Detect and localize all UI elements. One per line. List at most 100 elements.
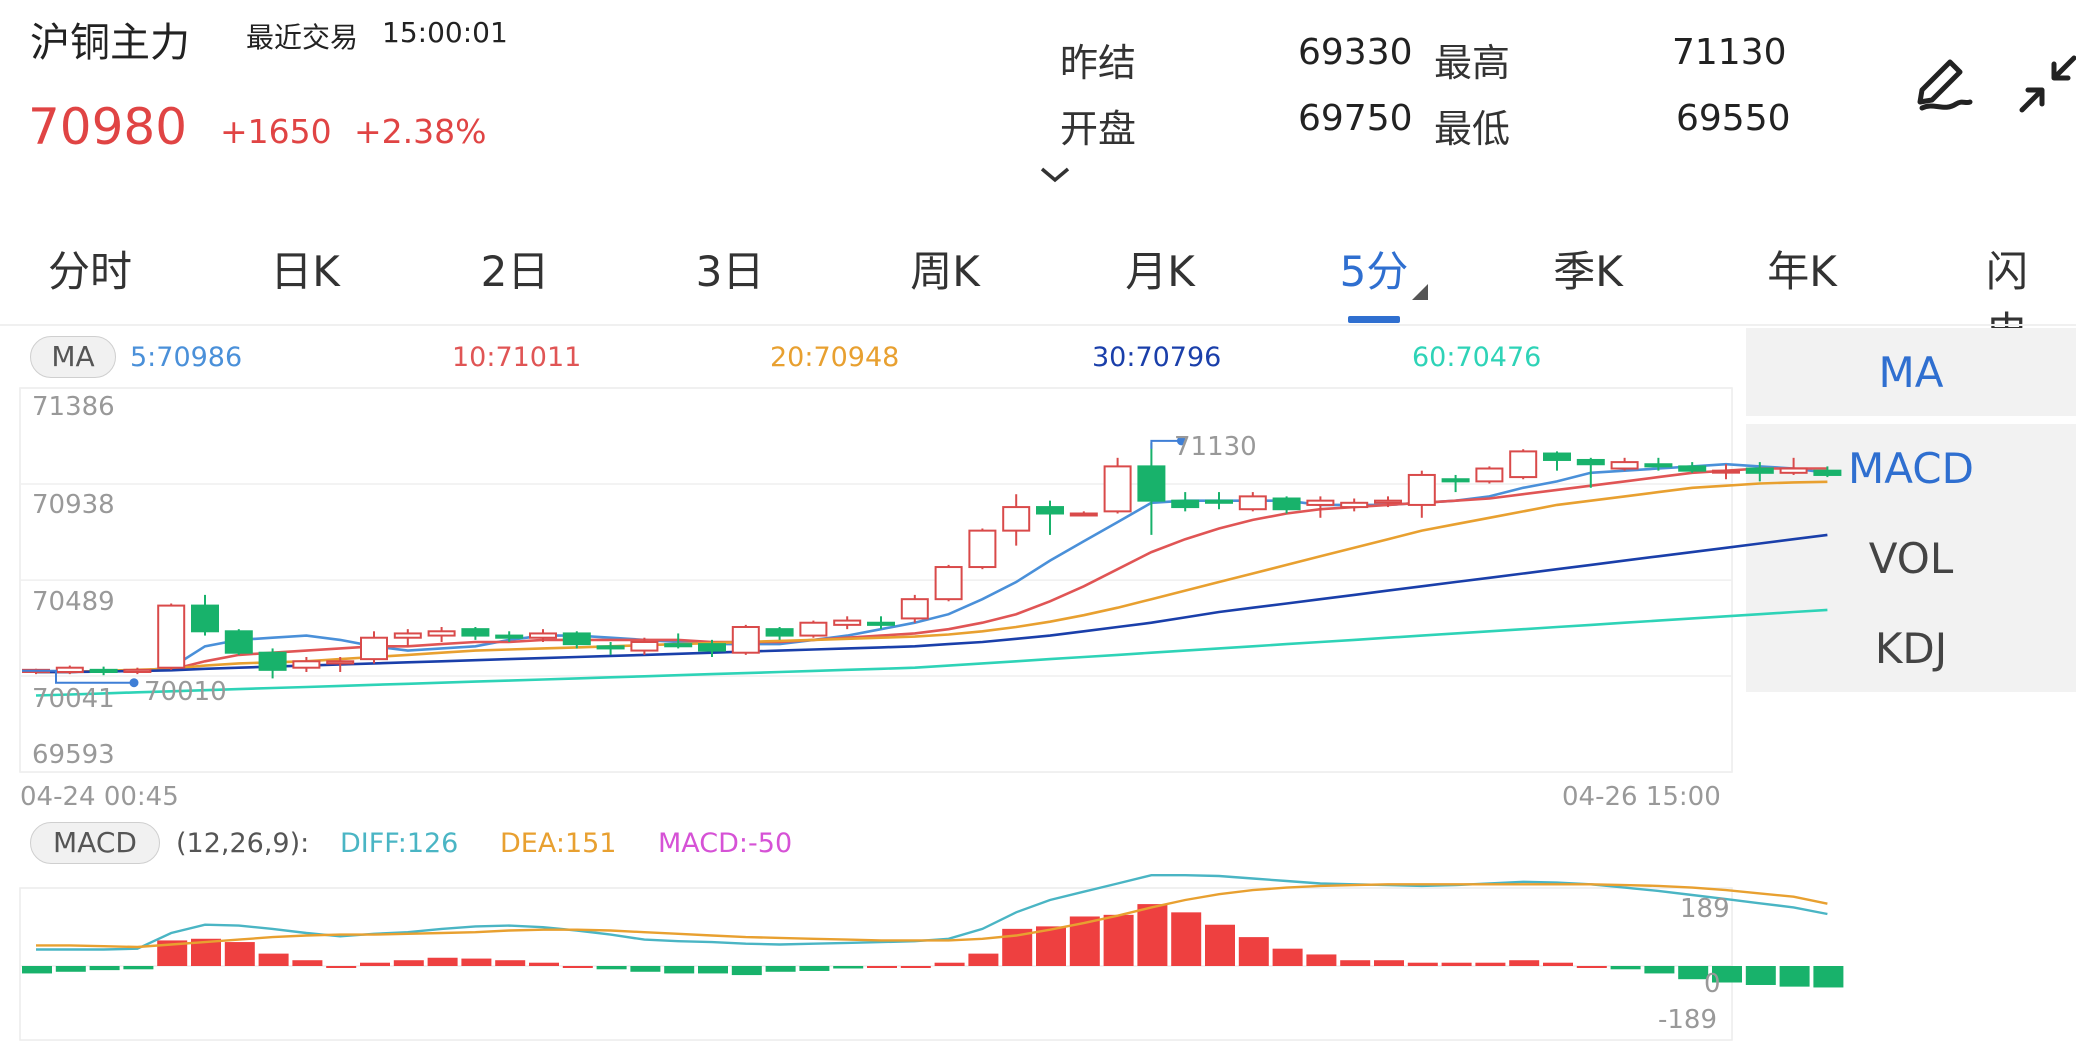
macd-histogram-bar: [1745, 966, 1776, 985]
candle-up: [630, 641, 659, 652]
macd-histogram-bar: [562, 966, 593, 968]
candle-down: [224, 630, 253, 654]
candle-down: [1678, 465, 1707, 472]
tab-2-day[interactable]: 2日: [480, 247, 550, 296]
indicator-vol-button[interactable]: VOL: [1868, 534, 1954, 583]
macd-histogram-bar: [900, 966, 931, 968]
stat-label-prev-settle: 昨结: [1060, 41, 1137, 85]
collapse-icon[interactable]: [2016, 52, 2076, 120]
macd-histogram-bar: [326, 966, 357, 968]
macd-histogram-bar: [1306, 954, 1337, 966]
macd-histogram-bar: [1644, 966, 1675, 974]
candle-up: [1610, 461, 1639, 470]
macd-histogram-bar: [427, 957, 458, 966]
tab-5-min[interactable]: 5分: [1339, 247, 1409, 296]
ma5-value: 5:70986: [130, 342, 243, 373]
candle-up: [326, 660, 355, 665]
candle-up: [1103, 465, 1132, 513]
macd-line-dea: [36, 883, 1828, 949]
ma-badge[interactable]: MA: [30, 336, 116, 378]
macd-histogram-bar: [1610, 966, 1641, 970]
candle-down: [562, 632, 591, 646]
macd-y-tick-zero: 0: [1704, 969, 1721, 999]
macd-histogram-bar: [1374, 960, 1404, 966]
macd-histogram-bar: [1238, 937, 1269, 966]
stat-value-high: 71130: [1672, 32, 1787, 73]
tab-daily-k[interactable]: 日K: [270, 247, 340, 296]
candle-up: [833, 619, 862, 626]
candle-down: [461, 628, 490, 637]
candle-up: [529, 632, 557, 639]
tab-weekly-k[interactable]: 周K: [910, 247, 980, 296]
candle-up: [393, 632, 422, 639]
macd-badge[interactable]: MACD: [30, 822, 160, 864]
candle-down: [1036, 506, 1064, 515]
macd-histogram-bar: [867, 966, 897, 968]
kline-frame: [19, 387, 1733, 773]
macd-histogram-bar: [1272, 948, 1303, 966]
high-annotation: 71130: [1174, 432, 1257, 462]
stat-label-high: 最高: [1434, 41, 1511, 85]
low-marker-line: [22, 669, 134, 684]
candle-up: [55, 666, 84, 673]
ma-line-ma60: [35, 608, 1828, 697]
tab-quarterly-k[interactable]: 季K: [1553, 247, 1623, 296]
macd-histogram-bar: [1509, 960, 1540, 966]
tab-3-day[interactable]: 3日: [695, 247, 765, 296]
candle-up: [360, 636, 388, 661]
candle-down: [867, 621, 895, 626]
chevron-down-icon[interactable]: [1040, 166, 1070, 188]
candle-down: [1543, 452, 1571, 461]
macd-histogram-bar: [833, 966, 864, 969]
price-change: +1650: [220, 112, 332, 151]
tab-options-caret-icon[interactable]: [1412, 284, 1428, 304]
macd-histogram-bar: [360, 962, 390, 966]
tab-intraday[interactable]: 分时: [47, 247, 133, 296]
macd-histogram-bar: [22, 966, 52, 974]
indicator-ma-button[interactable]: MA: [1878, 348, 1944, 397]
candle-up: [427, 630, 456, 637]
macd-histogram-bar: [1002, 928, 1033, 966]
stat-label-low: 最低: [1434, 107, 1511, 151]
macd-y-tick-bottom: -189: [1658, 1005, 1718, 1035]
last-trade-time: 15:00:01: [382, 16, 508, 49]
candle-down: [1272, 497, 1301, 511]
ma-line-ma5: [36, 462, 1828, 674]
candle-up: [157, 604, 186, 669]
candle-down: [596, 645, 625, 650]
macd-histogram-bar: [55, 966, 86, 972]
macd-histogram-bar: [157, 940, 188, 966]
candle-down: [495, 634, 524, 639]
ma-line-ma10: [36, 467, 1828, 674]
macd-histogram-bar: [191, 938, 221, 966]
indicator-kdj-button[interactable]: KDJ: [1874, 624, 1948, 673]
y-tick-4: 69593: [32, 740, 115, 770]
price-change-pct: +2.38%: [354, 112, 487, 151]
macd-histogram-bar: [495, 960, 526, 966]
macd-histogram-bar: [258, 953, 289, 966]
pen-icon[interactable]: [1912, 52, 1974, 118]
candle-up: [968, 529, 997, 569]
macd-histogram-bar: [596, 966, 627, 970]
ma10-value: 10:71011: [452, 342, 582, 373]
instrument-name: 沪铜主力: [30, 20, 190, 66]
macd-histogram-bar: [224, 942, 255, 966]
candle-down: [191, 604, 219, 633]
macd-histogram-bar: [799, 966, 830, 971]
macd-histogram-bar: [731, 966, 762, 976]
tab-monthly-k[interactable]: 月K: [1125, 247, 1195, 296]
macd-histogram-bar: [1205, 924, 1235, 966]
y-tick-0: 71386: [32, 392, 115, 422]
ma30-value: 30:70796: [1092, 342, 1222, 373]
candle-down: [89, 668, 118, 673]
macd-histogram-bar: [1779, 966, 1810, 987]
indicator-macd-button[interactable]: MACD: [1848, 444, 1974, 493]
y-tick-3: 70041: [32, 684, 115, 714]
x-end-label: 04-26 15:00: [1562, 782, 1721, 812]
tab-yearly-k[interactable]: 年K: [1767, 247, 1837, 296]
ma-line-ma30: [36, 533, 1828, 674]
macd-histogram-bar: [123, 966, 154, 970]
macd-histogram-bar: [1069, 916, 1100, 966]
candle-up: [1475, 467, 1504, 483]
candle-down: [1137, 465, 1166, 502]
